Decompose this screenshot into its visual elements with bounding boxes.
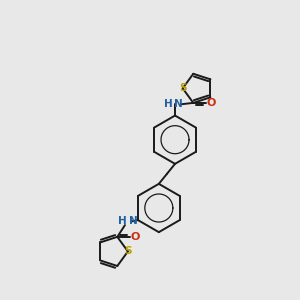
Text: N: N <box>175 99 183 110</box>
Text: H: H <box>164 99 173 110</box>
Text: H: H <box>118 216 127 226</box>
Text: S: S <box>124 246 132 256</box>
Text: S: S <box>179 83 187 93</box>
Text: O: O <box>130 232 140 242</box>
Text: N: N <box>128 216 137 226</box>
Text: O: O <box>206 98 216 108</box>
